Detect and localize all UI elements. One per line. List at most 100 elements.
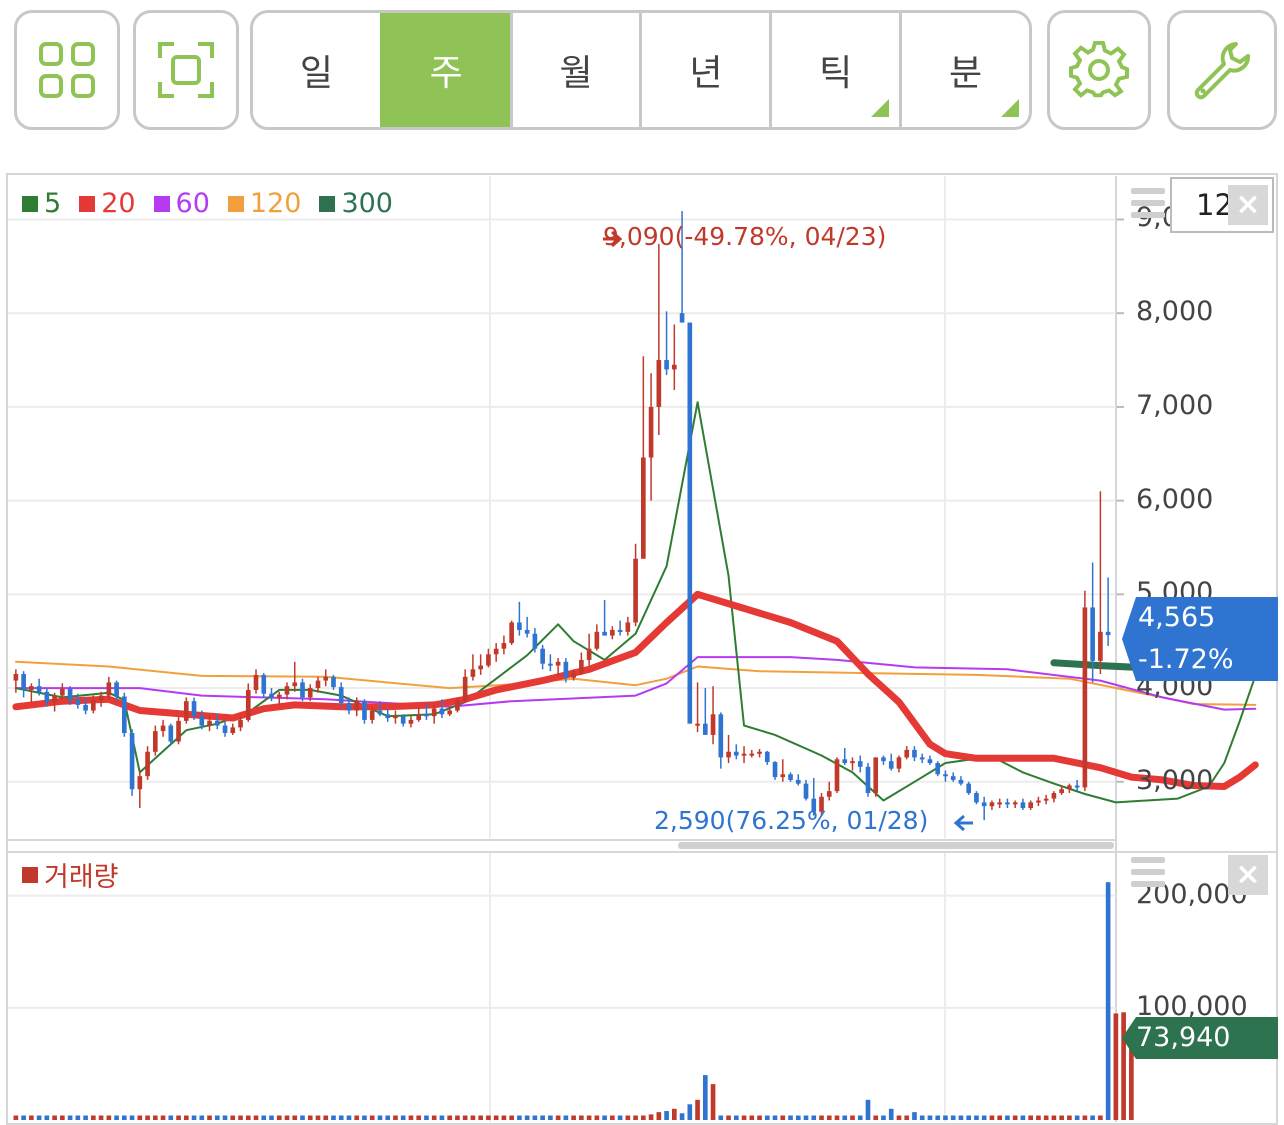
volume-bar [943,1115,948,1120]
candle-body [726,751,731,758]
volume-bar [1005,1115,1010,1120]
volume-bar [269,1115,274,1120]
volume-bar [168,1115,174,1120]
candle-body [439,708,445,715]
volume-bar [633,1115,638,1120]
volume-bar [509,1115,514,1120]
volume-bar [524,1115,530,1120]
volume-bar [1067,1115,1072,1120]
volume-bar [91,1115,96,1120]
volume-bar [245,1115,251,1120]
volume-legend-swatch [22,866,38,883]
tab-minute[interactable]: 분 [899,13,1029,127]
tab-week[interactable]: 주 [379,13,510,127]
volume-bar [400,1115,406,1120]
candle-body [478,665,483,670]
candle-body [145,751,150,777]
volume-bar [307,1115,313,1120]
candle-body [13,674,19,681]
candle-body [881,757,886,762]
fullscreen-button[interactable] [133,10,239,130]
volume-bar [493,1115,499,1120]
volume-bar [114,1115,119,1120]
candle-body [160,725,166,732]
volume-panel-menu-icon[interactable] [1131,857,1165,893]
candle-body [307,688,313,698]
legend-label: 20 [101,188,136,219]
tab-label: 틱 [819,53,853,94]
volume-bar [501,1115,507,1120]
volume-bar [36,1115,42,1120]
candle-body [664,360,669,370]
volume-bar [152,1115,158,1120]
volume-bar [757,1115,762,1120]
chart-scrollbar[interactable] [678,842,1114,849]
fullscreen-icon [158,42,214,98]
volume-bar [1105,882,1111,1120]
volume-bar [826,1115,832,1120]
candle-body [447,710,452,715]
volume-bar [315,1115,321,1120]
volume-bar [29,1115,34,1120]
volume-bar [517,1115,522,1120]
candle-body [122,696,127,734]
ma60-line [14,656,1257,711]
candle-body [780,774,786,778]
volume-bars [13,882,1134,1120]
legend-label: 5 [44,188,62,219]
candle-body [803,783,809,799]
volume-bar [1129,1037,1134,1120]
price-panel-close-icon[interactable]: × [1228,185,1268,225]
candle-body [509,622,514,644]
candle-body [1090,607,1095,661]
candle-body [1067,785,1072,790]
candle-body [757,751,762,754]
candle-body [346,703,352,711]
wrench-icon [1194,42,1250,100]
volume-bar [989,1115,995,1120]
candle-body [912,749,917,758]
candle-body [1074,785,1080,788]
price-panel-menu-icon[interactable] [1131,188,1165,224]
tab-year[interactable]: 년 [639,13,769,127]
candle-body [431,708,437,717]
volume-bar [896,1115,902,1120]
tab-day[interactable]: 일 [253,13,380,127]
volume-bar [610,1115,615,1120]
low-price-annotation: 2,590(76.25%, 01/28) [654,806,929,835]
current-price-badge: 4,565 -1.72% [1122,597,1278,681]
candle-body [997,802,1002,805]
layout-button[interactable] [14,10,120,130]
tab-tick[interactable]: 틱 [769,13,899,127]
settings-button[interactable] [1047,10,1151,130]
tab-month[interactable]: 월 [509,13,640,127]
candle-body [455,701,460,711]
candle-body [114,682,119,697]
high-price-annotation: 9,090(-49.78%, 04/23) [603,222,887,251]
volume-panel-close-icon[interactable]: × [1228,855,1268,895]
legend-item[interactable]: 120 [227,188,301,219]
ma5-line [14,401,1257,804]
candle-body [1012,802,1018,805]
candle-body [98,695,104,701]
candle-body [710,714,716,735]
candle-body [1105,631,1111,636]
volume-bar [656,1112,662,1120]
candle-body [284,686,290,695]
volume-bar [950,1115,956,1120]
legend-item[interactable]: 300 [319,188,393,219]
legend-item[interactable]: 20 [79,188,136,219]
volume-bar [1121,1012,1126,1120]
volume-bar [261,1115,267,1120]
high-arrow-icon [603,230,623,248]
legend-item[interactable]: 5 [22,188,61,219]
tools-button[interactable] [1167,10,1277,130]
candle-body [52,695,57,703]
volume-bar [1028,1115,1033,1120]
candle-body [199,716,205,726]
legend-item[interactable]: 60 [153,188,210,219]
volume-bar [199,1115,205,1120]
volume-bar [594,1115,600,1120]
candle-body [850,761,855,764]
